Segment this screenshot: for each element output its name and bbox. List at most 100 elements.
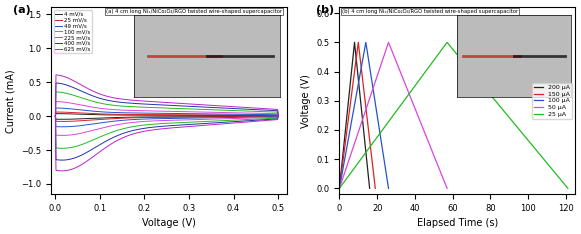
4 mV/s <box>52 112 59 115</box>
25 mV/s <box>227 115 234 118</box>
225 mV/s <box>52 115 59 117</box>
625 mV/s <box>52 115 59 117</box>
400 mV/s <box>52 115 59 117</box>
100 μA <box>385 187 392 190</box>
225 mV/s <box>159 122 166 125</box>
25 μA <box>336 187 343 190</box>
25 mV/s <box>159 116 166 119</box>
X-axis label: Elapsed Time (s): Elapsed Time (s) <box>417 219 498 228</box>
50 μA <box>385 41 392 44</box>
625 mV/s <box>52 73 59 76</box>
100 mV/s <box>59 134 66 137</box>
Line: 25 μA: 25 μA <box>339 42 568 188</box>
625 mV/s <box>238 121 245 124</box>
25 mV/s <box>113 117 120 120</box>
200 μA <box>351 41 358 44</box>
625 mV/s <box>80 85 87 88</box>
100 mV/s <box>227 117 234 120</box>
400 mV/s <box>238 120 245 123</box>
49 mV/s <box>113 120 120 122</box>
100 mV/s <box>52 100 59 103</box>
25 mV/s <box>59 120 66 123</box>
Line: 150 μA: 150 μA <box>339 42 375 188</box>
400 mV/s <box>159 125 166 128</box>
200 μA <box>336 187 343 190</box>
625 mV/s <box>227 122 234 125</box>
Text: (a) 4 cm long Niₓ/NiCo₂O₄/RGO twisted wire-shaped supercapacitor: (a) 4 cm long Niₓ/NiCo₂O₄/RGO twisted wi… <box>106 9 282 14</box>
625 mV/s <box>52 115 59 117</box>
150 μA <box>336 187 343 190</box>
25 mV/s <box>238 115 245 118</box>
49 mV/s <box>159 117 166 120</box>
200 μA <box>366 187 373 190</box>
25 mV/s <box>80 112 87 114</box>
400 mV/s <box>113 135 120 137</box>
Line: 100 mV/s: 100 mV/s <box>55 102 278 135</box>
25 μA <box>443 41 450 44</box>
25 mV/s <box>52 115 59 117</box>
100 mV/s <box>159 119 166 122</box>
Y-axis label: Current (mA): Current (mA) <box>6 69 16 133</box>
49 mV/s <box>59 125 66 128</box>
400 mV/s <box>52 81 59 84</box>
400 mV/s <box>227 121 234 123</box>
Line: 625 mV/s: 625 mV/s <box>55 75 278 171</box>
225 mV/s <box>52 115 59 117</box>
225 mV/s <box>59 147 66 150</box>
150 μA <box>372 187 379 190</box>
49 mV/s <box>80 109 87 112</box>
4 mV/s <box>159 115 166 118</box>
Line: 50 μA: 50 μA <box>339 42 447 188</box>
49 mV/s <box>238 116 245 119</box>
49 mV/s <box>52 115 59 117</box>
Legend: 4 mV/s, 25 mV/s, 49 mV/s, 100 mV/s, 225 mV/s, 400 mV/s, 625 mV/s: 4 mV/s, 25 mV/s, 49 mV/s, 100 mV/s, 225 … <box>53 10 92 53</box>
625 mV/s <box>59 169 66 172</box>
Text: (b) 4 cm long Niₓ/NiCo₂O₄/RGO twisted wire-shaped supercapacitor: (b) 4 cm long Niₓ/NiCo₂O₄/RGO twisted wi… <box>342 9 518 14</box>
25 mV/s <box>52 115 59 117</box>
4 mV/s <box>238 115 245 118</box>
4 mV/s <box>113 116 120 119</box>
Text: (b): (b) <box>316 5 334 15</box>
25 μA <box>564 187 571 190</box>
49 mV/s <box>52 106 59 109</box>
4 mV/s <box>52 115 59 117</box>
Line: 100 μA: 100 μA <box>339 42 389 188</box>
X-axis label: Voltage (V): Voltage (V) <box>142 219 196 228</box>
49 mV/s <box>227 116 234 119</box>
625 mV/s <box>213 123 220 126</box>
225 mV/s <box>238 118 245 121</box>
400 mV/s <box>213 121 220 124</box>
50 μA <box>336 187 343 190</box>
50 μA <box>443 187 450 190</box>
225 mV/s <box>213 120 220 122</box>
225 mV/s <box>80 97 87 100</box>
Line: 225 mV/s: 225 mV/s <box>55 92 278 148</box>
225 mV/s <box>113 129 120 132</box>
4 mV/s <box>52 115 59 117</box>
400 mV/s <box>59 159 66 161</box>
100 mV/s <box>52 115 59 117</box>
625 mV/s <box>159 127 166 130</box>
400 mV/s <box>52 115 59 117</box>
Text: (a): (a) <box>13 5 31 15</box>
100 mV/s <box>238 117 245 120</box>
4 mV/s <box>213 115 220 118</box>
4 mV/s <box>80 113 87 116</box>
Line: 400 mV/s: 400 mV/s <box>55 83 278 160</box>
100 mV/s <box>52 115 59 117</box>
100 mV/s <box>213 117 220 120</box>
4 mV/s <box>227 115 234 118</box>
225 mV/s <box>227 119 234 122</box>
Legend: 200 μA, 150 μA, 100 μA, 50 μA, 25 μA: 200 μA, 150 μA, 100 μA, 50 μA, 25 μA <box>532 83 572 119</box>
100 mV/s <box>113 123 120 126</box>
225 mV/s <box>52 90 59 93</box>
625 mV/s <box>113 139 120 142</box>
100 μA <box>363 41 370 44</box>
150 μA <box>355 41 362 44</box>
Line: 200 μA: 200 μA <box>339 42 370 188</box>
Line: 4 mV/s: 4 mV/s <box>55 114 278 119</box>
100 μA <box>336 187 343 190</box>
49 mV/s <box>213 116 220 119</box>
Y-axis label: Voltage (V): Voltage (V) <box>301 74 311 128</box>
4 mV/s <box>59 118 66 121</box>
